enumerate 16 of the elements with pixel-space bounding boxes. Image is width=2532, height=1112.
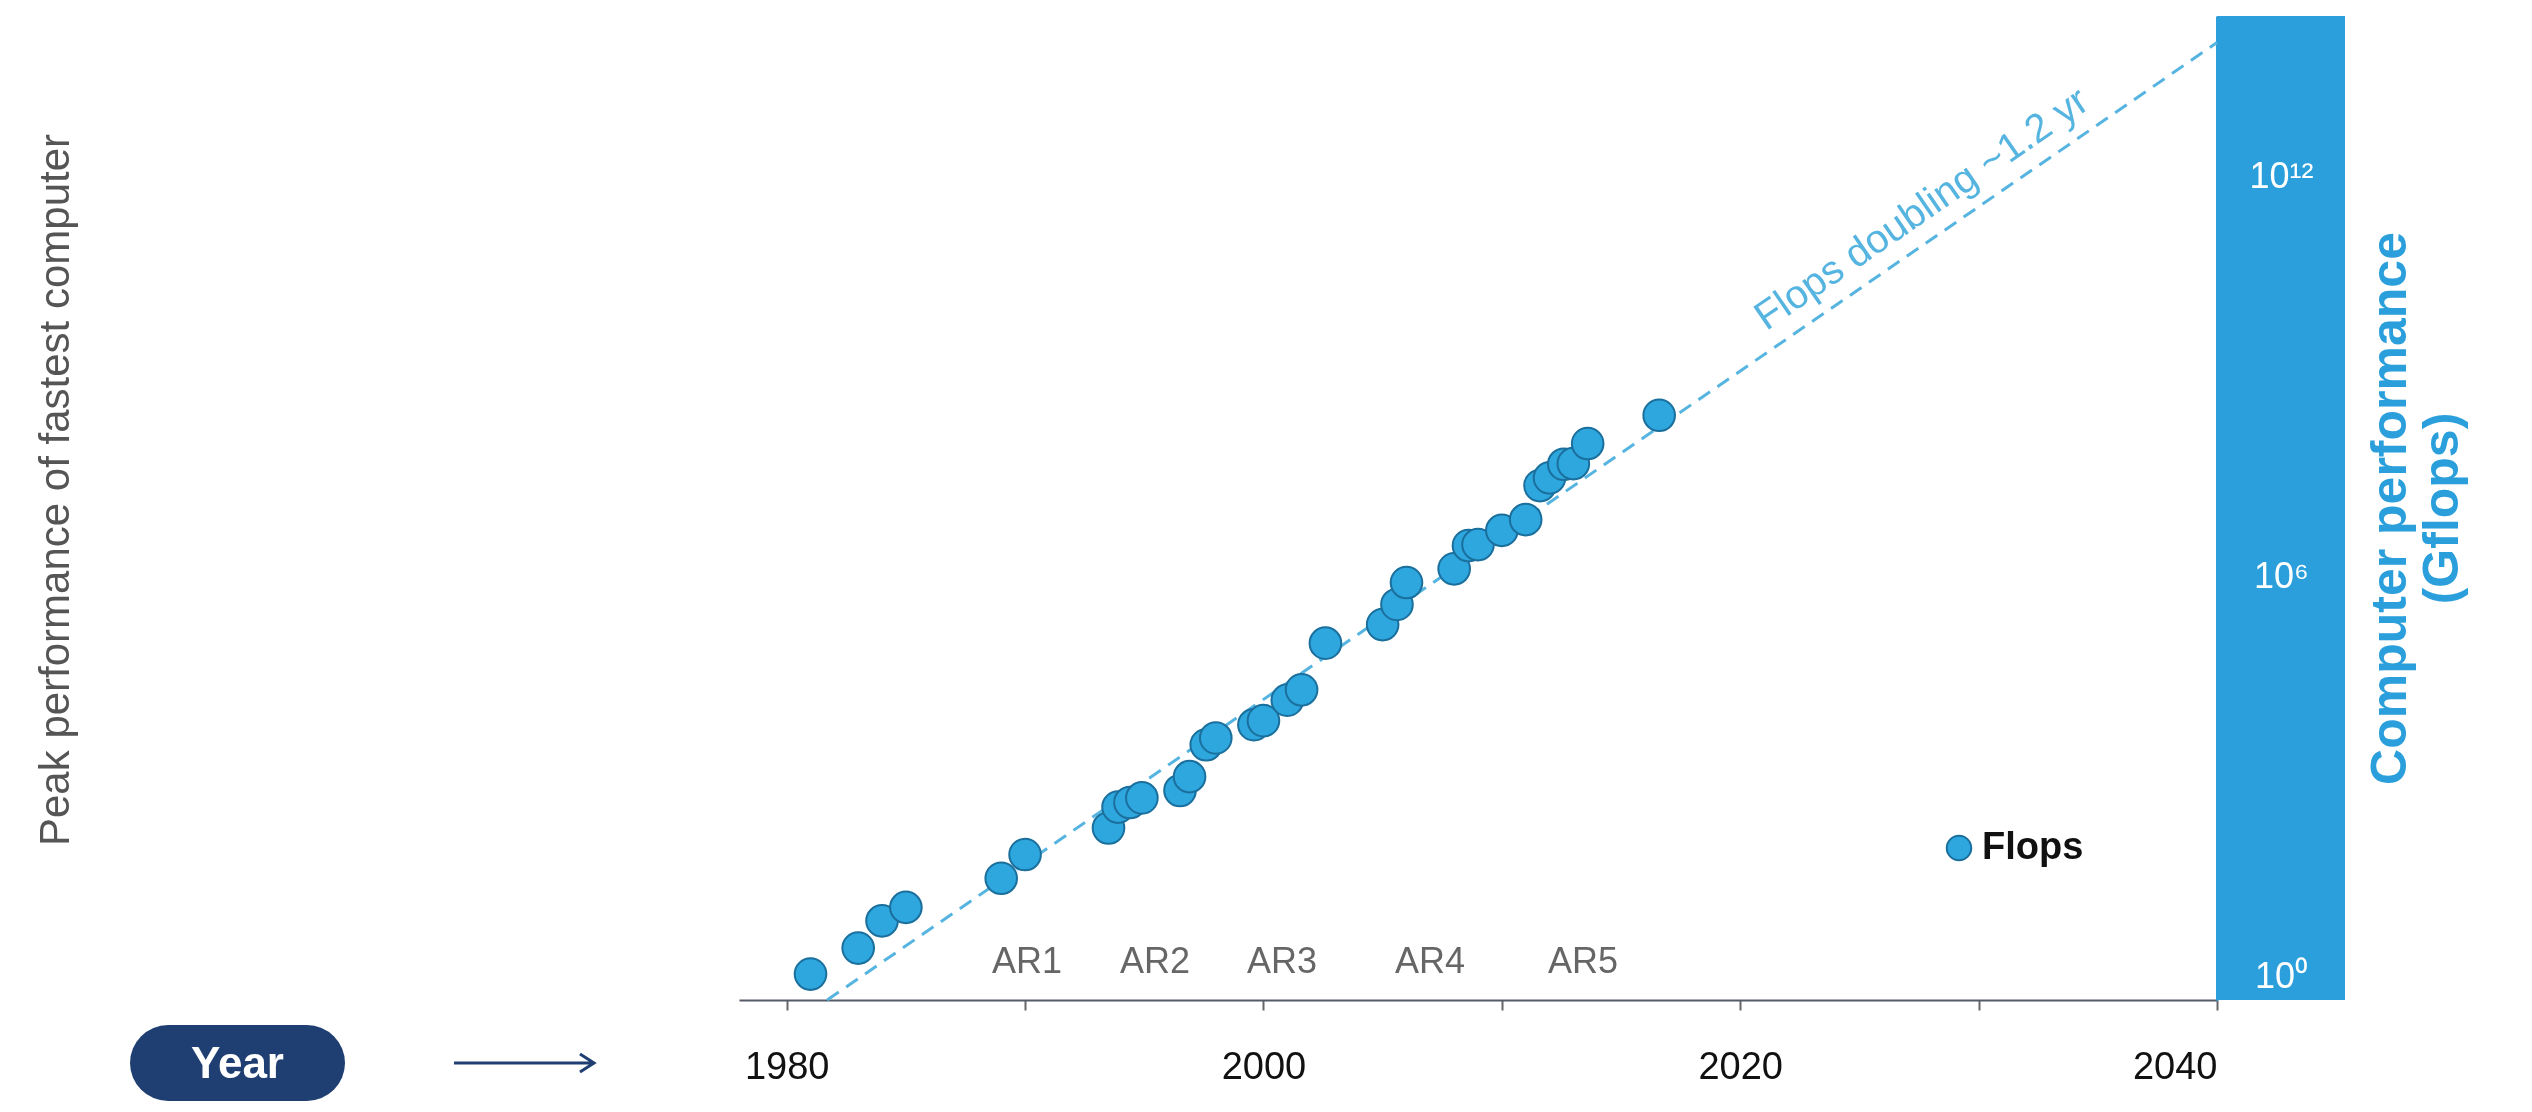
annotation: AR1 [991, 940, 1063, 982]
x-tick-label: 2020 [1698, 1044, 1783, 1087]
x-tick-label: 1980 [744, 1044, 830, 1087]
legend-label: Flops [1982, 825, 2084, 867]
annotation: AR4 [1394, 940, 1466, 982]
annotation: AR5 [1547, 940, 1619, 982]
annotation: AR3 [1246, 940, 1318, 982]
y-axis-title: Computer performance (Gflops) [2360, 232, 2469, 785]
annotation: AR2 [1119, 940, 1191, 982]
x-tick-label: 2000 [1221, 1044, 1307, 1087]
x-tick-label: 2040 [2132, 1044, 2218, 1087]
y-tick-label: 10⁶ [2254, 554, 2309, 596]
text: Peak performance of fastest computer [31, 133, 79, 847]
y-tick-label: 10⁰ [2254, 955, 2309, 997]
text: Year [130, 1025, 345, 1101]
y-tick-label: 10¹² [2249, 154, 2314, 196]
